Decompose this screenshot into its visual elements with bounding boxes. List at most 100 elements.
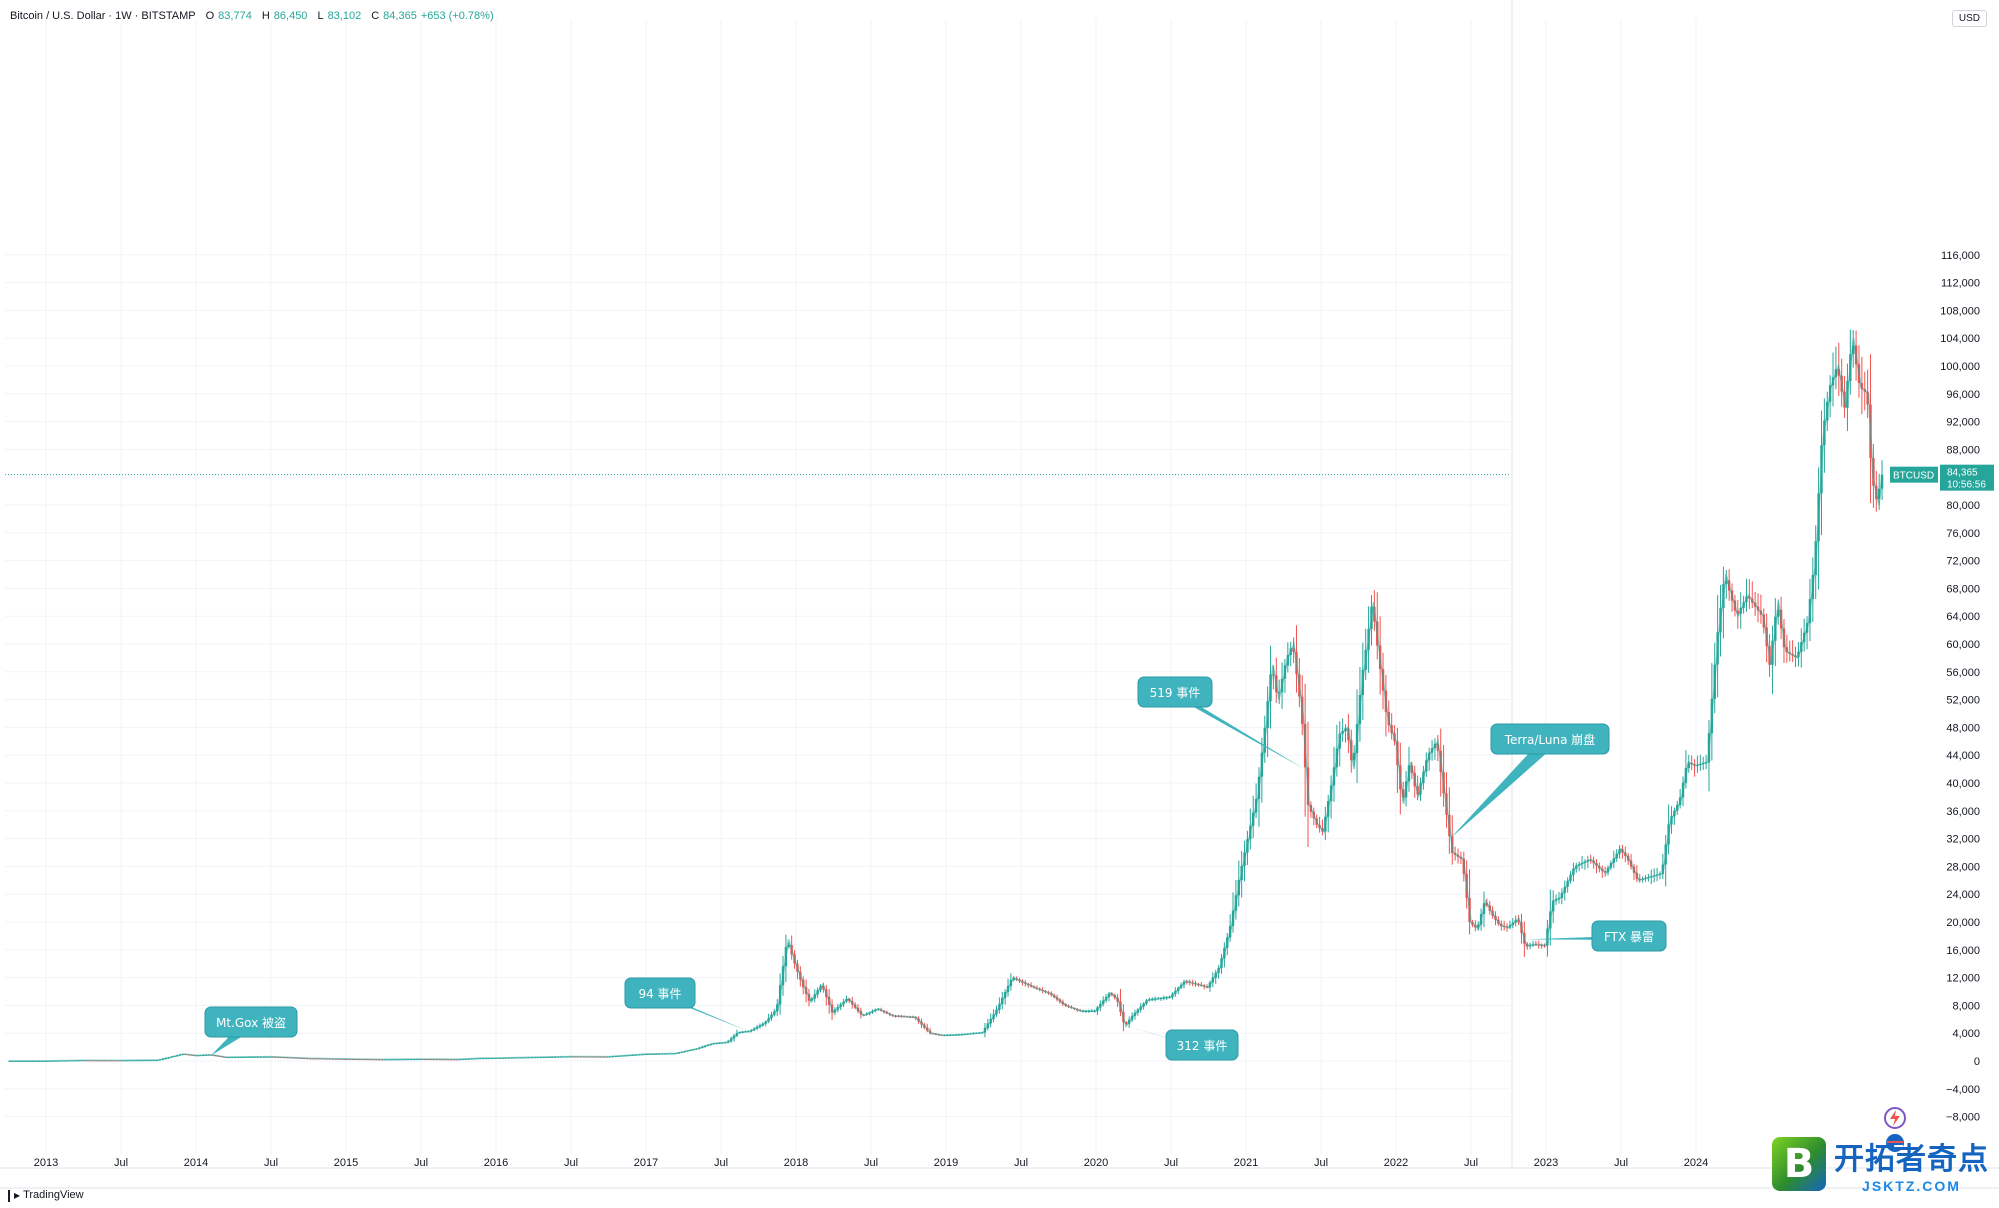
- y-tick-label: 12,000: [1946, 973, 1980, 985]
- price-line: [8, 338, 1883, 1062]
- annotation-callout[interactable]: Mt.Gox 被盗: [204, 1006, 298, 1056]
- x-tick-label: 2021: [1234, 1157, 1258, 1169]
- y-tick-label: 64,000: [1946, 611, 1980, 623]
- candle-body: [776, 1004, 779, 1012]
- callout-box: [1591, 920, 1667, 952]
- y-tick-label: −8,000: [1946, 1112, 1980, 1124]
- y-tick-label: 40,000: [1946, 778, 1980, 790]
- y-tick-label: 100,000: [1940, 361, 1980, 373]
- x-tick-label: 2013: [34, 1157, 58, 1169]
- x-tick-label: 2014: [184, 1157, 208, 1169]
- change-value: +653 (+0.78%): [420, 10, 494, 22]
- flag-icon[interactable]: [1886, 1134, 1904, 1152]
- y-tick-label: 112,000: [1941, 278, 1980, 290]
- candle-body: [1877, 488, 1881, 500]
- y-tick-label: 36,000: [1946, 806, 1980, 818]
- candle-body: [1589, 860, 1592, 862]
- price-tag-price: 84,365: [1947, 468, 1978, 479]
- candle-body: [1402, 789, 1405, 798]
- annotation-callout[interactable]: 312 事件: [1126, 1026, 1239, 1061]
- candle-body: [1526, 943, 1529, 946]
- candle-body: [1125, 1022, 1128, 1024]
- currency-selector[interactable]: USD: [1951, 10, 1987, 27]
- x-tick-label: 2019: [934, 1157, 958, 1169]
- watermark-subtitle: JSKTZ.COM: [1862, 1178, 1961, 1194]
- close-value: 84,365: [383, 10, 417, 22]
- x-tick-label: Jul: [714, 1157, 728, 1169]
- high-label: H: [261, 10, 270, 22]
- candle-body: [1292, 648, 1295, 653]
- candle-body: [1687, 762, 1690, 769]
- low-label: L: [317, 10, 324, 22]
- tradingview-brand: TradingView: [23, 1189, 84, 1201]
- x-tick-label: Jul: [414, 1157, 428, 1169]
- candle-body: [1185, 981, 1189, 983]
- y-tick-label: 116,000: [1941, 250, 1980, 262]
- callout-label: Mt.Gox 被盗: [216, 1015, 286, 1030]
- open-value: 83,774: [218, 10, 252, 22]
- annotation-callout[interactable]: FTX 暴雷: [1526, 920, 1667, 952]
- watermark-logo: B: [1772, 1137, 1826, 1191]
- tradingview-mark-icon: ❙▸: [4, 1188, 21, 1202]
- candle-body: [1436, 743, 1440, 751]
- annotation-callout[interactable]: Terra/Luna 崩盘: [1450, 723, 1610, 839]
- x-tick-label: 2018: [784, 1157, 808, 1169]
- callout-label: 312 事件: [1177, 1039, 1228, 1053]
- y-tick-label: 60,000: [1946, 639, 1980, 651]
- annotation-callout[interactable]: 519 事件: [1137, 676, 1305, 770]
- candle-body: [1725, 580, 1728, 585]
- y-tick-label: 72,000: [1946, 556, 1980, 568]
- candle-body: [1736, 610, 1740, 614]
- x-tick-label: Jul: [1014, 1157, 1028, 1169]
- y-tick-label: 20,000: [1946, 917, 1980, 929]
- x-tick-label: Jul: [1164, 1157, 1178, 1169]
- y-tick-label: 32,000: [1946, 834, 1980, 846]
- candle-body: [1352, 752, 1356, 761]
- x-tick-label: 2024: [1684, 1157, 1708, 1169]
- watermark-title: 开拓者奇点: [1834, 1142, 1989, 1177]
- y-tick-label: 16,000: [1946, 945, 1980, 957]
- callout-box: [1165, 1029, 1239, 1061]
- callout-pointer: [1167, 692, 1305, 770]
- y-tick-label: 92,000: [1946, 417, 1980, 429]
- callout-label: FTX 暴雷: [1604, 930, 1654, 944]
- side-icons: [1880, 1105, 1910, 1160]
- y-tick-label: 56,000: [1946, 667, 1980, 679]
- y-tick-label: 104,000: [1940, 333, 1980, 345]
- lightning-icon[interactable]: [1884, 1107, 1906, 1129]
- symbol-title[interactable]: Bitcoin / U.S. Dollar · 1W · BITSTAMP: [10, 10, 196, 22]
- x-tick-label: Jul: [1314, 1157, 1328, 1169]
- low-value: 83,102: [327, 10, 362, 22]
- y-tick-label: −4,000: [1946, 1084, 1980, 1096]
- close-label: C: [371, 10, 380, 22]
- y-tick-label: 28,000: [1946, 861, 1980, 873]
- candle-body: [1777, 609, 1780, 617]
- callout-label: 519 事件: [1150, 686, 1201, 700]
- high-value: 86,450: [273, 10, 308, 22]
- y-tick-label: 52,000: [1946, 695, 1980, 707]
- y-tick-label: 44,000: [1946, 750, 1980, 762]
- tradingview-logo[interactable]: ❙▸ TradingView: [4, 1188, 84, 1202]
- callout-box: [1137, 676, 1213, 708]
- candle-body: [787, 944, 790, 948]
- candle-body: [1477, 924, 1480, 928]
- x-tick-label: 2016: [484, 1157, 508, 1169]
- x-tick-label: Jul: [114, 1157, 128, 1169]
- x-axis: 2013 Jul 2014 Jul 2015 Jul 2016 Jul 2017 Jul 2018 J…: [34, 1157, 1708, 1169]
- callout-label: Terra/Luna 崩盘: [1504, 732, 1596, 747]
- price-series: [8, 329, 1884, 1062]
- annotation-callout[interactable]: 94 事件: [624, 977, 748, 1032]
- y-axis: −8,000 −4,000 0 4,000 8,000 12,000 16,000 20,00…: [1940, 250, 1980, 1124]
- candle-body: [1012, 978, 1015, 981]
- open-label: O: [205, 10, 215, 22]
- x-tick-label: Jul: [1614, 1157, 1628, 1169]
- callout-pointer: [1450, 739, 1558, 839]
- price-tag-countdown: 10:56:56: [1947, 480, 1986, 491]
- y-tick-label: 96,000: [1946, 389, 1980, 401]
- x-tick-label: 2017: [634, 1157, 658, 1169]
- candle-body: [1860, 383, 1864, 389]
- x-tick-label: 2015: [334, 1157, 358, 1169]
